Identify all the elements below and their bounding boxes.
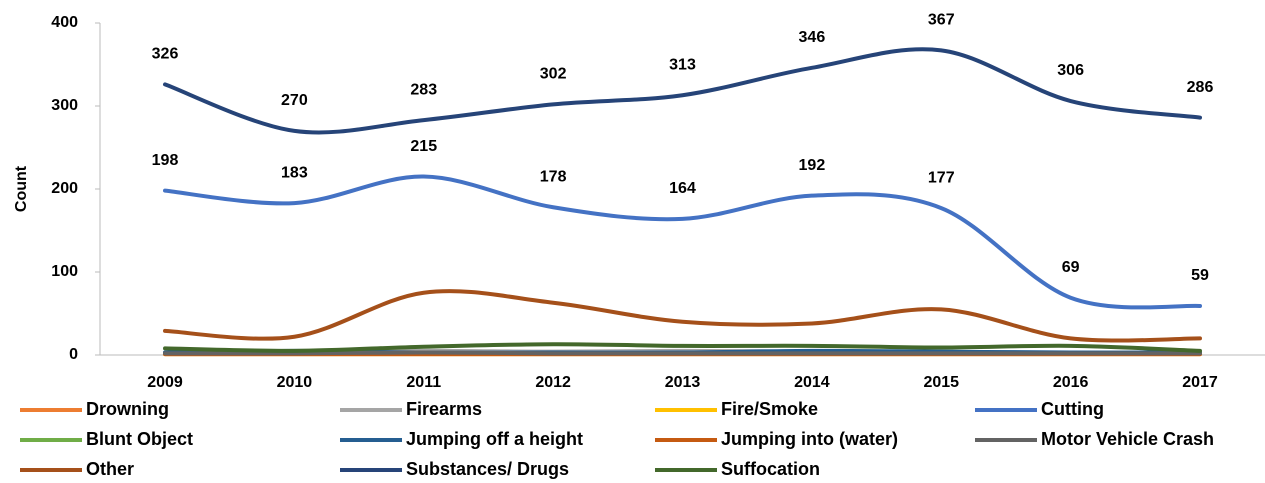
data-label: 183 (281, 164, 308, 181)
data-label: 59 (1191, 267, 1209, 284)
legend-label: Drowning (86, 399, 169, 419)
series-line (163, 342, 1202, 353)
legend-label: Jumping off a height (406, 429, 583, 449)
y-axis-label: Count (13, 165, 30, 212)
data-label: 286 (1187, 79, 1214, 96)
legend-label: Motor Vehicle Crash (1041, 429, 1214, 449)
y-tick-label: 300 (51, 97, 78, 114)
series-line (163, 174, 1202, 310)
y-tick-label: 100 (51, 263, 78, 280)
legend-label: Cutting (1041, 399, 1104, 419)
series-line (163, 47, 1202, 135)
data-label: 306 (1057, 62, 1084, 79)
x-tick-label: 2016 (1053, 374, 1089, 391)
legend-label: Firearms (406, 399, 482, 419)
data-label: 198 (152, 152, 179, 169)
data-label: 302 (540, 66, 567, 83)
data-label: 69 (1062, 259, 1080, 276)
data-label: 177 (928, 169, 955, 186)
x-tick-label: 2015 (923, 374, 959, 391)
data-label: 178 (540, 168, 567, 185)
data-label: 192 (799, 157, 826, 174)
legend-label: Fire/Smoke (721, 399, 818, 419)
legend-label: Blunt Object (86, 429, 193, 449)
data-label: 313 (669, 56, 696, 73)
legend-label: Substances/ Drugs (406, 459, 569, 479)
y-tick-label: 0 (69, 346, 78, 363)
series-line (163, 289, 1202, 343)
y-tick-label: 200 (51, 180, 78, 197)
series-line (163, 350, 1202, 356)
x-tick-label: 2012 (535, 374, 571, 391)
data-label: 283 (410, 81, 437, 98)
data-label: 270 (281, 92, 308, 109)
data-label: 215 (410, 138, 437, 155)
x-tick-label: 2011 (406, 374, 441, 391)
data-label: 346 (799, 29, 826, 46)
data-label: 367 (928, 12, 955, 29)
x-tick-label: 2014 (794, 374, 830, 391)
x-tick-label: 2010 (277, 374, 313, 391)
x-tick-label: 2013 (665, 374, 701, 391)
y-tick-label: 400 (51, 14, 78, 31)
data-label: 164 (669, 180, 696, 197)
legend-label: Jumping into (water) (721, 429, 898, 449)
data-label: 326 (152, 46, 179, 63)
legend-label: Suffocation (721, 459, 820, 479)
x-tick-label: 2017 (1182, 374, 1218, 391)
legend-label: Other (86, 459, 134, 479)
x-tick-label: 2009 (147, 374, 183, 391)
